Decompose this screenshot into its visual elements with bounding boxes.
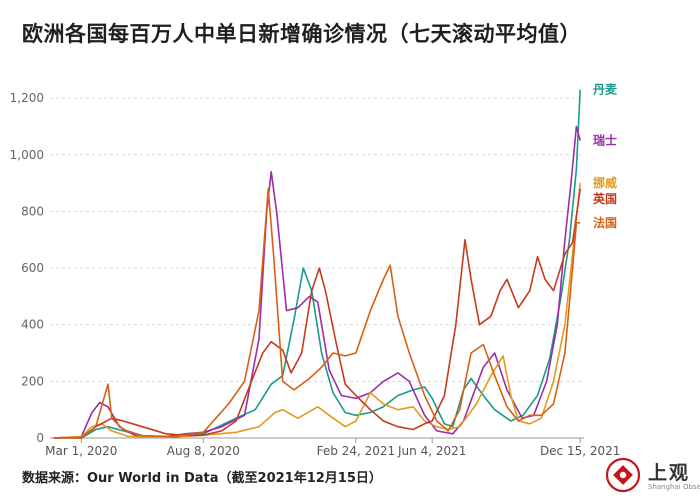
publisher-logo: 上观 Shanghai Observer [604,456,700,496]
y-tick-label: 600 [21,261,44,275]
legend-label-法国: 法国 [593,215,617,230]
legend-label-丹麦: 丹麦 [593,82,618,97]
legend-label-瑞士: 瑞士 [593,133,617,148]
grid [50,97,584,439]
logo-mark-icon [605,457,641,493]
series-group [53,89,581,439]
y-tick-label: 1,200 [10,91,44,105]
source-note: 数据来源：Our World in Data（截至2021年12月15日） [22,471,382,486]
logo-subtitle: Shanghai Observer [648,483,700,491]
series-line-法国 [53,188,581,439]
x-tick-label: Jun 4, 2021 [397,444,466,458]
y-tick-label: 800 [21,204,44,218]
y-tick-label: 400 [21,318,44,332]
series-line-丹麦 [53,89,581,439]
legend-label-挪威: 挪威 [593,175,617,190]
legend-label-英国: 英国 [593,191,617,206]
line-chart: 0 200 400 600 800 1,000 1,200 Mar 1, 2020 Aug 8… [10,82,621,458]
x-tick-label: Mar 1, 2020 [45,444,117,458]
y-axis: 0 200 400 600 800 1,000 1,200 [10,91,44,445]
y-tick-label: 1,000 [10,148,44,162]
series-line-英国 [53,188,581,439]
y-tick-label: 0 [36,431,44,445]
x-tick-label: Aug 8, 2020 [167,444,240,458]
series-line-挪威 [53,183,581,439]
x-tick-label: Dec 15, 2021 [540,444,620,458]
logo-text: 上观 [648,462,691,484]
x-axis: Mar 1, 2020 Aug 8, 2020 Feb 24, 2021 Jun 4,… [45,438,620,458]
x-tick-label: Feb 24, 2021 [317,444,396,458]
y-tick-label: 200 [21,374,44,388]
chart-title: 欧洲各国每百万人中单日新增确诊情况（七天滚动平均值） [22,22,581,46]
